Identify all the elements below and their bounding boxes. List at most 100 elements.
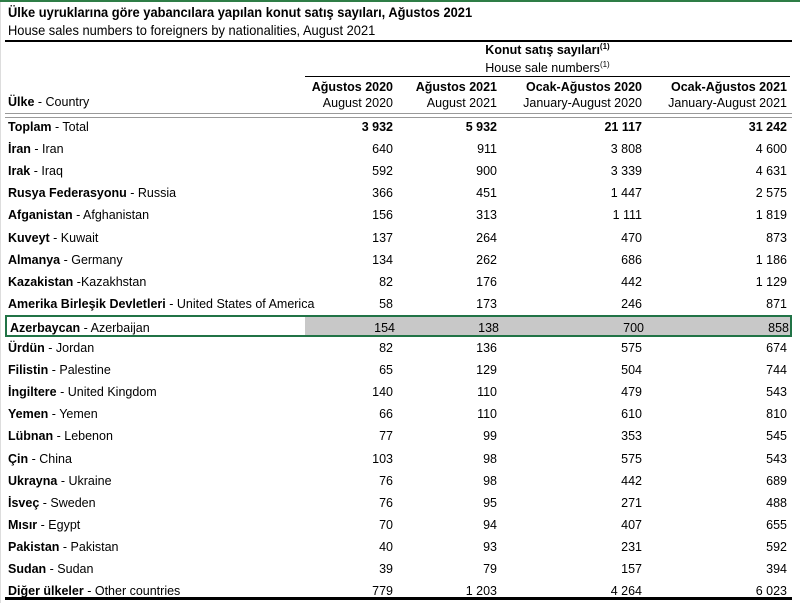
table-row[interactable]: Irak - Iraq 592 900 3 339 4 631 [5,160,792,182]
cell-value[interactable]: 504 [621,363,642,378]
cell-value[interactable]: 39 [379,562,393,576]
cell-value[interactable]: 1 111 [612,208,642,223]
cell-value[interactable]: 700 [623,320,644,335]
country-name[interactable]: Diğer ülkeler - Other countries [8,584,181,599]
cell-value[interactable]: 1 819 [755,208,787,223]
country-name[interactable]: İsveç - Sweden [8,495,96,510]
cell-value[interactable]: 4 600 [755,142,787,157]
cell-value[interactable]: 394 [766,562,787,576]
country-name[interactable]: Lübnan - Lebenon [8,429,113,444]
cell-value[interactable]: 592 [372,164,393,179]
cell-value[interactable]: 176 [476,274,497,289]
cell-value[interactable]: 353 [621,429,642,444]
table-row[interactable]: Ukrayna - Ukraine 76 98 442 689 [5,470,792,492]
country-name[interactable]: Afganistan - Afghanistan [8,208,150,223]
table-row[interactable]: Azerbaycan - Azerbaijan 154 138 700 858 [5,314,792,337]
table-row[interactable]: Afganistan - Afghanistan 156 313 1 111 1 819 [5,204,792,226]
table-row[interactable]: İsveç - Sweden 76 95 271 488 [5,492,792,514]
cell-value[interactable]: 98 [483,473,497,488]
country-name[interactable]: Kazakistan -Kazakhstan [8,274,147,289]
cell-value[interactable]: 21 117 [604,120,642,134]
cell-value[interactable]: 94 [483,517,497,532]
cell-value[interactable]: 779 [372,584,393,599]
cell-value[interactable]: 686 [621,252,642,267]
cell-value[interactable]: 82 [379,341,393,355]
cell-value[interactable]: 79 [483,562,497,576]
cell-value[interactable]: 1 186 [755,252,787,267]
cell-value[interactable]: 610 [621,407,642,422]
cell-value[interactable]: 689 [766,473,787,488]
cell-value[interactable]: 575 [621,451,642,466]
cell-value[interactable]: 810 [766,407,787,422]
table-row[interactable]: Çin - China 103 98 575 543 [5,448,792,470]
country-name[interactable]: Amerika Birleşik Devletleri - United Sta… [8,296,315,311]
cell-value[interactable]: 3 339 [610,164,642,179]
cell-value[interactable]: 6 023 [755,584,787,599]
country-name[interactable]: Azerbaycan - Azerbaijan [10,320,150,335]
cell-value[interactable]: 2 575 [755,186,787,201]
country-name[interactable]: İngiltere - United Kingdom [8,385,157,400]
cell-value[interactable]: 744 [766,363,787,378]
cell-value[interactable]: 70 [379,517,393,532]
cell-value[interactable]: 488 [766,495,787,510]
table-row[interactable]: Almanya - Germany 134 262 686 1 186 [5,249,792,271]
cell-value[interactable]: 129 [476,363,497,378]
cell-value[interactable]: 442 [621,473,642,488]
country-name[interactable]: Mısır - Egypt [8,517,81,532]
cell-value[interactable]: 655 [766,517,787,532]
cell-value[interactable]: 138 [478,320,499,335]
cell-value[interactable]: 110 [477,385,497,400]
cell-value[interactable]: 543 [766,385,787,400]
cell-value[interactable]: 366 [372,186,393,201]
table-row[interactable]: Toplam - Total 3 932 5 932 21 117 31 242 [5,116,792,138]
country-name[interactable]: Rusya Federasyonu - Russia [8,186,177,201]
cell-value[interactable]: 156 [372,208,393,223]
cell-value[interactable]: 40 [379,539,393,554]
cell-value[interactable]: 157 [621,562,642,576]
cell-value[interactable]: 1 129 [755,274,787,289]
country-name[interactable]: Ukrayna - Ukraine [8,473,112,488]
cell-value[interactable]: 858 [768,320,789,335]
cell-value[interactable]: 442 [621,274,642,289]
cell-value[interactable]: 911 [477,142,497,157]
cell-value[interactable]: 110 [477,407,497,422]
country-name[interactable]: Çin - China [8,451,72,466]
cell-value[interactable]: 103 [372,451,393,466]
cell-value[interactable]: 77 [379,429,393,444]
cell-value[interactable]: 4 631 [755,164,787,179]
cell-value[interactable]: 3 808 [610,142,642,157]
cell-value[interactable]: 134 [372,252,393,267]
cell-value[interactable]: 470 [621,230,642,245]
cell-value[interactable]: 246 [621,296,642,311]
cell-value[interactable]: 137 [372,230,393,245]
cell-value[interactable]: 262 [476,252,497,267]
country-name[interactable]: Ürdün - Jordan [8,341,95,355]
cell-value[interactable]: 640 [372,142,393,157]
cell-value[interactable]: 1 447 [610,186,642,201]
cell-value[interactable]: 545 [766,429,787,444]
cell-value[interactable]: 674 [766,341,787,355]
table-row[interactable]: Filistin - Palestine 65 129 504 744 [5,359,792,381]
cell-value[interactable]: 264 [476,230,497,245]
cell-value[interactable]: 98 [483,451,497,466]
table-row[interactable]: Kazakistan -Kazakhstan 82 176 442 1 129 [5,271,792,293]
country-name[interactable]: Sudan - Sudan [8,562,94,576]
table-row[interactable]: Ürdün - Jordan 82 136 575 674 [5,337,792,359]
cell-value[interactable]: 873 [766,230,787,245]
cell-value[interactable]: 136 [476,341,497,355]
cell-value[interactable]: 900 [476,164,497,179]
cell-value[interactable]: 140 [372,385,393,400]
country-name[interactable]: Irak - Iraq [8,164,63,179]
cell-value[interactable]: 575 [621,341,642,355]
country-name[interactable]: Almanya - Germany [8,252,123,267]
table-row[interactable]: Lübnan - Lebenon 77 99 353 545 [5,425,792,447]
table-row[interactable]: Diğer ülkeler - Other countries 779 1 203 4… [5,580,792,602]
table-row[interactable]: Sudan - Sudan 39 79 157 394 [5,558,792,580]
cell-value[interactable]: 479 [621,385,642,400]
cell-value[interactable]: 82 [379,274,393,289]
cell-value[interactable]: 231 [621,539,642,554]
country-name[interactable]: Yemen - Yemen [8,407,98,422]
country-name[interactable]: İran - Iran [8,142,64,157]
cell-value[interactable]: 592 [766,539,787,554]
